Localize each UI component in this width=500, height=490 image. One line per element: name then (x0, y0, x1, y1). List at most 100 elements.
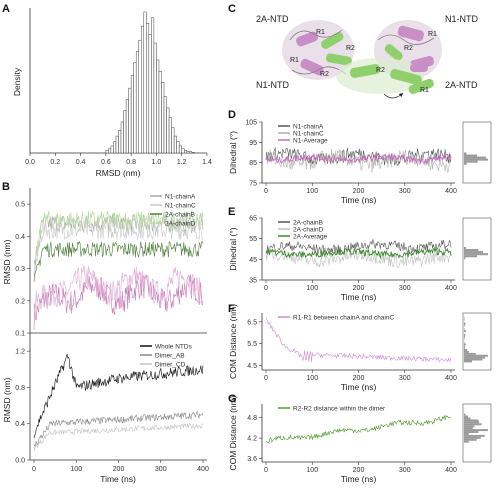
histogram-bar (158, 70, 162, 154)
legend-entry: 2A-chainD (293, 226, 324, 233)
density-bar (464, 249, 479, 252)
series-line-2A-chainB (33, 241, 204, 282)
histogram-bar (166, 107, 170, 154)
series-line-pink (33, 274, 204, 330)
density-bar (464, 354, 488, 357)
density-bar (464, 246, 466, 249)
density-bar (464, 345, 465, 348)
panel-g-chart: 3.6 4.2 4.8 0 100 200 300 400 Time (ns) COM Dista… (228, 395, 492, 484)
structure-cluster-bottom (336, 58, 434, 99)
legend-entry: R2-R2 distance within the dimer (293, 405, 386, 412)
legend-entry: N1-chainC (293, 130, 324, 137)
panel-b-bottom-x-ticks: 0 100 200 300 400 (32, 460, 209, 473)
histogram-bar (148, 34, 152, 154)
panel-b-bottom-legend: Whole NTDs Dimer_AB Dimer_CD (140, 344, 193, 369)
label-r2: R2 (376, 67, 385, 74)
x-tick-label: 400 (197, 466, 209, 473)
histogram-bar (178, 145, 182, 154)
density-bar (464, 415, 468, 418)
density-bar (464, 333, 466, 336)
y-tick-label: 0.5 (15, 202, 25, 209)
x-tick-label: 300 (399, 467, 411, 474)
histogram-bar (151, 17, 155, 154)
legend-entry: R1-R1 between chainA and chainC (293, 314, 394, 321)
legend-entry: 2A-Average (293, 233, 328, 240)
rotation-arrow (383, 93, 404, 99)
density-bar (464, 425, 475, 428)
series-line (265, 146, 452, 166)
x-tick-label: 0.2 (50, 159, 60, 166)
x-tick-label: 1.0 (152, 159, 162, 166)
panel-b-top-y-ticks: 0.1 0.2 0.3 0.4 0.5 (15, 202, 30, 338)
histogram-bar (143, 11, 147, 154)
label-2a-ntd-top: 2A-NTD (256, 14, 289, 24)
density-bar (464, 324, 465, 327)
x-axis-label: Time (ns) (341, 195, 377, 205)
density-bar (464, 352, 476, 355)
density-bar (464, 436, 481, 439)
density-bar (464, 347, 465, 350)
y-tick-label: 0.0 (15, 458, 25, 465)
helix-green (349, 64, 381, 78)
y-axis-label: COM Distance (nm) (228, 304, 238, 379)
histogram-bar (156, 59, 160, 154)
series-line (265, 152, 452, 165)
x-axis-label: Time (ns) (341, 474, 377, 484)
histogram-bar (118, 130, 122, 154)
x-tick-label: 1.4 (202, 159, 212, 166)
helix-green (390, 68, 422, 86)
helix-pink (296, 31, 318, 47)
density-bar (464, 154, 478, 157)
y-tick-label: 5.5 (247, 341, 257, 348)
legend-entry: N1-Average (293, 137, 328, 144)
histogram-bar (168, 117, 172, 154)
x-tick-label: 0 (264, 375, 268, 382)
label-r1: R1 (290, 57, 299, 64)
x-tick-label: 0 (264, 467, 268, 474)
series-line-Dimer_CD (33, 422, 204, 451)
legend-entry: Dimer_CD (155, 362, 186, 369)
structure-blob (336, 58, 424, 94)
panel-b-top-legend: N1-chainA N1-chainC 2A-chainB 2A-chainD (150, 194, 196, 228)
label-2a-ntd-bottom: 2A-NTD (445, 80, 478, 90)
x-tick-label: 400 (445, 188, 457, 195)
loops (289, 29, 347, 75)
panel-a-bars (105, 11, 195, 154)
x-tick-label: 300 (399, 188, 411, 195)
x-tick-label: 400 (445, 285, 457, 292)
y-tick-label: 6.5 (247, 319, 257, 326)
density-bar (464, 413, 466, 416)
y-tick-label: 0.3 (15, 266, 25, 273)
label-r1: R1 (428, 31, 437, 38)
y-tick-label: 4.5 (247, 363, 257, 370)
x-tick-label: 200 (353, 188, 365, 195)
density-box (462, 121, 492, 184)
histogram-bar (141, 25, 145, 154)
legend-entry: Whole NTDs (155, 344, 193, 351)
y-tick-label: 0.2 (15, 298, 25, 305)
histogram-bar (123, 110, 127, 154)
x-tick-label: 400 (445, 467, 457, 474)
histogram-bar (163, 96, 167, 154)
legend-entry: 2A-chainB (165, 212, 195, 219)
panel-letter-d: D (228, 109, 236, 121)
histogram-bar (120, 121, 124, 154)
label-r2: R2 (346, 45, 355, 52)
x-tick-label: 0 (32, 466, 36, 473)
histogram-bar (183, 149, 188, 154)
density-bar (464, 257, 466, 260)
label-r2: R2 (404, 45, 413, 52)
density-bar (464, 160, 478, 163)
y-tick-label: 1.2 (15, 349, 25, 356)
density-bar (464, 322, 466, 325)
y-tick-label: 4.2 (247, 436, 257, 443)
series-line-Dimer_AB (33, 411, 204, 447)
y-tick-label: 0.8 (15, 385, 25, 392)
histogram-bar (191, 152, 195, 154)
legend-entry: N1-chainC (165, 203, 196, 210)
density-bar (464, 343, 466, 346)
legend-entry: N1-chainA (165, 194, 196, 201)
histogram-bar (133, 62, 137, 154)
density-bar (464, 417, 471, 420)
helix-pink (300, 58, 324, 76)
